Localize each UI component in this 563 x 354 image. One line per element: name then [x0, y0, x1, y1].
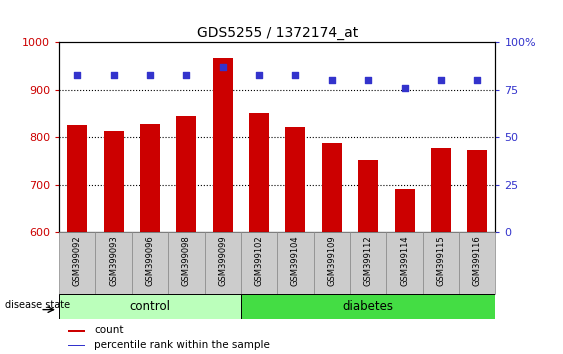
Text: GSM399092: GSM399092 [73, 235, 82, 286]
Bar [350, 232, 386, 294]
Text: GSM399104: GSM399104 [291, 235, 300, 286]
Bar [132, 232, 168, 294]
Bar [423, 232, 459, 294]
Point [400, 85, 409, 91]
Bar [386, 232, 423, 294]
Title: GDS5255 / 1372174_at: GDS5255 / 1372174_at [196, 26, 358, 40]
Text: GSM399099: GSM399099 [218, 235, 227, 286]
Point [145, 72, 154, 78]
Bar [176, 116, 196, 232]
Point [327, 78, 336, 83]
Text: count: count [94, 325, 123, 336]
Point [182, 72, 191, 78]
Bar [314, 232, 350, 294]
Bar [467, 150, 487, 232]
Text: GSM399116: GSM399116 [473, 235, 482, 286]
Text: control: control [129, 300, 171, 313]
Bar [59, 294, 241, 319]
Bar [68, 345, 86, 346]
Text: disease state: disease state [5, 300, 70, 310]
Text: GSM399102: GSM399102 [254, 235, 263, 286]
Bar [213, 58, 233, 232]
Bar [395, 189, 414, 232]
Text: percentile rank within the sample: percentile rank within the sample [94, 340, 270, 350]
Bar [241, 294, 495, 319]
Bar [68, 330, 86, 332]
Bar [168, 232, 204, 294]
Bar [278, 232, 314, 294]
Bar [59, 232, 96, 294]
Text: diabetes: diabetes [343, 300, 394, 313]
Text: GSM399112: GSM399112 [364, 235, 373, 286]
Bar [96, 232, 132, 294]
Bar [358, 160, 378, 232]
Bar [459, 232, 495, 294]
Bar [68, 125, 87, 232]
Bar [140, 124, 160, 232]
Point [364, 78, 373, 83]
Point [109, 72, 118, 78]
Text: GSM399115: GSM399115 [436, 235, 445, 286]
Text: GSM399114: GSM399114 [400, 235, 409, 286]
Bar [285, 127, 306, 232]
Point [436, 78, 445, 83]
Text: GSM399093: GSM399093 [109, 235, 118, 286]
Text: GSM399109: GSM399109 [327, 235, 336, 286]
Bar [204, 232, 241, 294]
Bar [241, 232, 277, 294]
Bar [431, 148, 451, 232]
Text: GSM399096: GSM399096 [145, 235, 154, 286]
Bar [249, 113, 269, 232]
Point [291, 72, 300, 78]
Point [73, 72, 82, 78]
Bar [104, 131, 124, 232]
Bar [322, 143, 342, 232]
Point [218, 64, 227, 70]
Point [254, 72, 263, 78]
Text: GSM399098: GSM399098 [182, 235, 191, 286]
Point [473, 78, 482, 83]
